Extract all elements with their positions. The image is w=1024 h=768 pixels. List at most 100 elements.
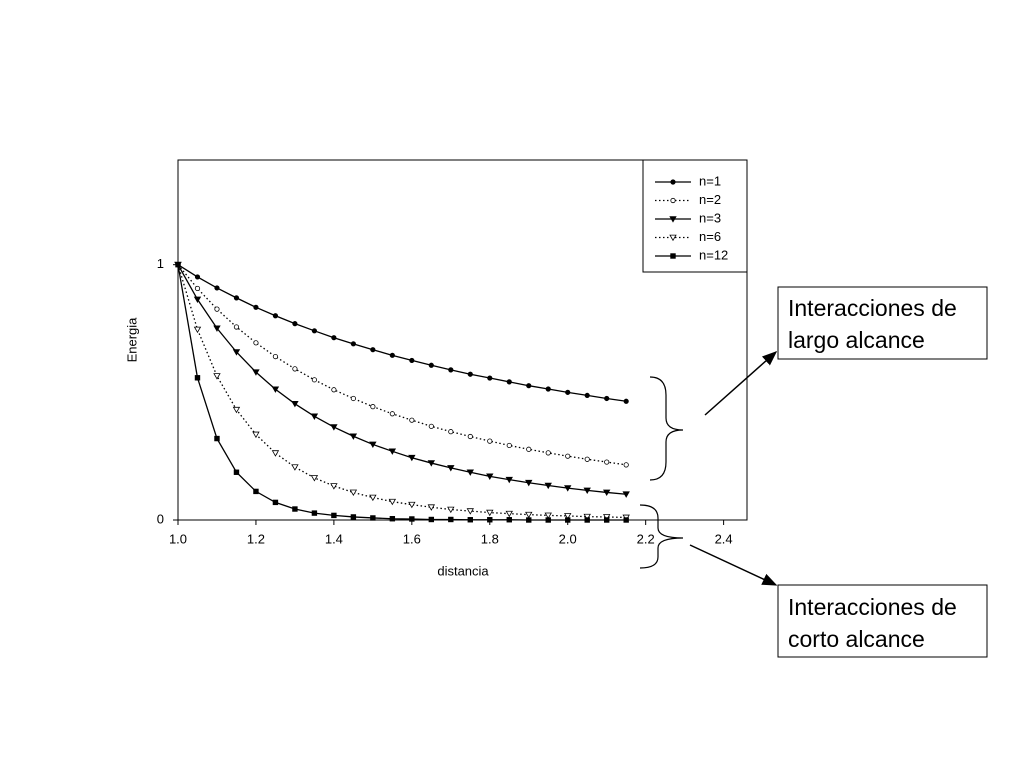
marker <box>194 285 201 292</box>
marker <box>272 353 279 360</box>
y-tick-label: 1 <box>157 256 164 271</box>
marker <box>428 423 434 429</box>
marker <box>350 395 356 402</box>
marker <box>252 369 260 376</box>
marker <box>565 389 571 395</box>
marker <box>252 431 260 439</box>
marker <box>272 313 279 319</box>
marker <box>350 341 356 347</box>
marker <box>370 404 376 410</box>
marker <box>506 442 512 449</box>
marker <box>486 473 494 480</box>
y-tick-label: 0 <box>157 511 164 526</box>
arrow <box>704 351 778 416</box>
marker <box>330 483 338 490</box>
marker <box>330 424 338 431</box>
marker <box>584 456 590 462</box>
marker <box>505 510 513 518</box>
marker <box>389 352 395 358</box>
annotation-box <box>777 584 988 658</box>
brace <box>649 376 684 481</box>
marker <box>427 460 436 467</box>
marker <box>448 367 454 373</box>
marker <box>428 516 435 523</box>
legend-label: n=2 <box>699 192 721 207</box>
x-tick-label: 1.2 <box>247 531 265 546</box>
marker <box>545 517 551 523</box>
marker <box>584 392 590 399</box>
marker <box>331 335 337 341</box>
marker <box>669 234 677 242</box>
marker <box>545 450 551 456</box>
marker <box>388 448 397 455</box>
arrow <box>689 544 778 586</box>
marker <box>253 304 259 310</box>
marker <box>409 417 415 423</box>
marker <box>427 504 436 511</box>
x-tick-label: 1.6 <box>403 531 421 546</box>
series-line <box>177 264 627 466</box>
x-tick-label: 2.4 <box>715 531 733 546</box>
marker <box>409 516 415 522</box>
marker <box>565 453 571 459</box>
marker <box>622 491 630 498</box>
marker <box>604 459 610 465</box>
marker <box>370 515 376 521</box>
marker <box>670 179 676 185</box>
x-tick-label: 1.4 <box>325 531 343 546</box>
marker <box>175 261 181 268</box>
marker <box>486 509 494 517</box>
annotation-text: largo alcance <box>788 327 925 353</box>
marker <box>233 324 240 330</box>
marker <box>623 517 629 523</box>
annotation-box <box>777 286 988 360</box>
marker <box>564 513 572 520</box>
marker <box>331 512 337 519</box>
marker <box>311 377 318 383</box>
legend-label: n=6 <box>699 229 721 244</box>
marker <box>487 517 493 523</box>
series-line <box>177 264 627 495</box>
marker <box>584 517 590 523</box>
series-line <box>177 264 627 402</box>
marker <box>623 398 629 404</box>
series-line <box>177 264 627 521</box>
marker <box>565 517 571 523</box>
marker <box>213 373 221 380</box>
marker <box>670 197 676 204</box>
marker <box>331 387 337 393</box>
marker <box>253 488 259 495</box>
legend-box <box>642 159 748 273</box>
marker <box>349 433 358 440</box>
marker <box>603 517 610 523</box>
annotation-text: corto alcance <box>788 626 925 652</box>
marker <box>291 464 299 471</box>
marker <box>564 485 572 492</box>
marker <box>311 510 318 516</box>
marker <box>544 482 552 490</box>
marker <box>447 465 455 472</box>
marker <box>408 501 416 509</box>
marker <box>467 371 473 377</box>
marker <box>623 462 629 468</box>
marker <box>232 349 241 356</box>
marker <box>544 512 552 520</box>
marker <box>271 450 280 457</box>
marker <box>291 401 299 408</box>
marker <box>487 438 493 444</box>
x-tick-label: 1.8 <box>481 531 499 546</box>
annotation-text: Interacciones de <box>788 295 957 321</box>
marker <box>349 489 358 497</box>
marker <box>447 506 455 514</box>
legend-label: n=3 <box>699 210 721 225</box>
marker <box>526 517 532 523</box>
annotation-text: Interacciones de <box>788 594 957 620</box>
marker <box>193 326 202 334</box>
marker <box>526 383 532 389</box>
marker <box>193 296 202 304</box>
marker <box>448 516 454 523</box>
y-axis-label: Energia <box>124 317 139 363</box>
marker <box>350 514 357 520</box>
marker <box>310 475 319 482</box>
